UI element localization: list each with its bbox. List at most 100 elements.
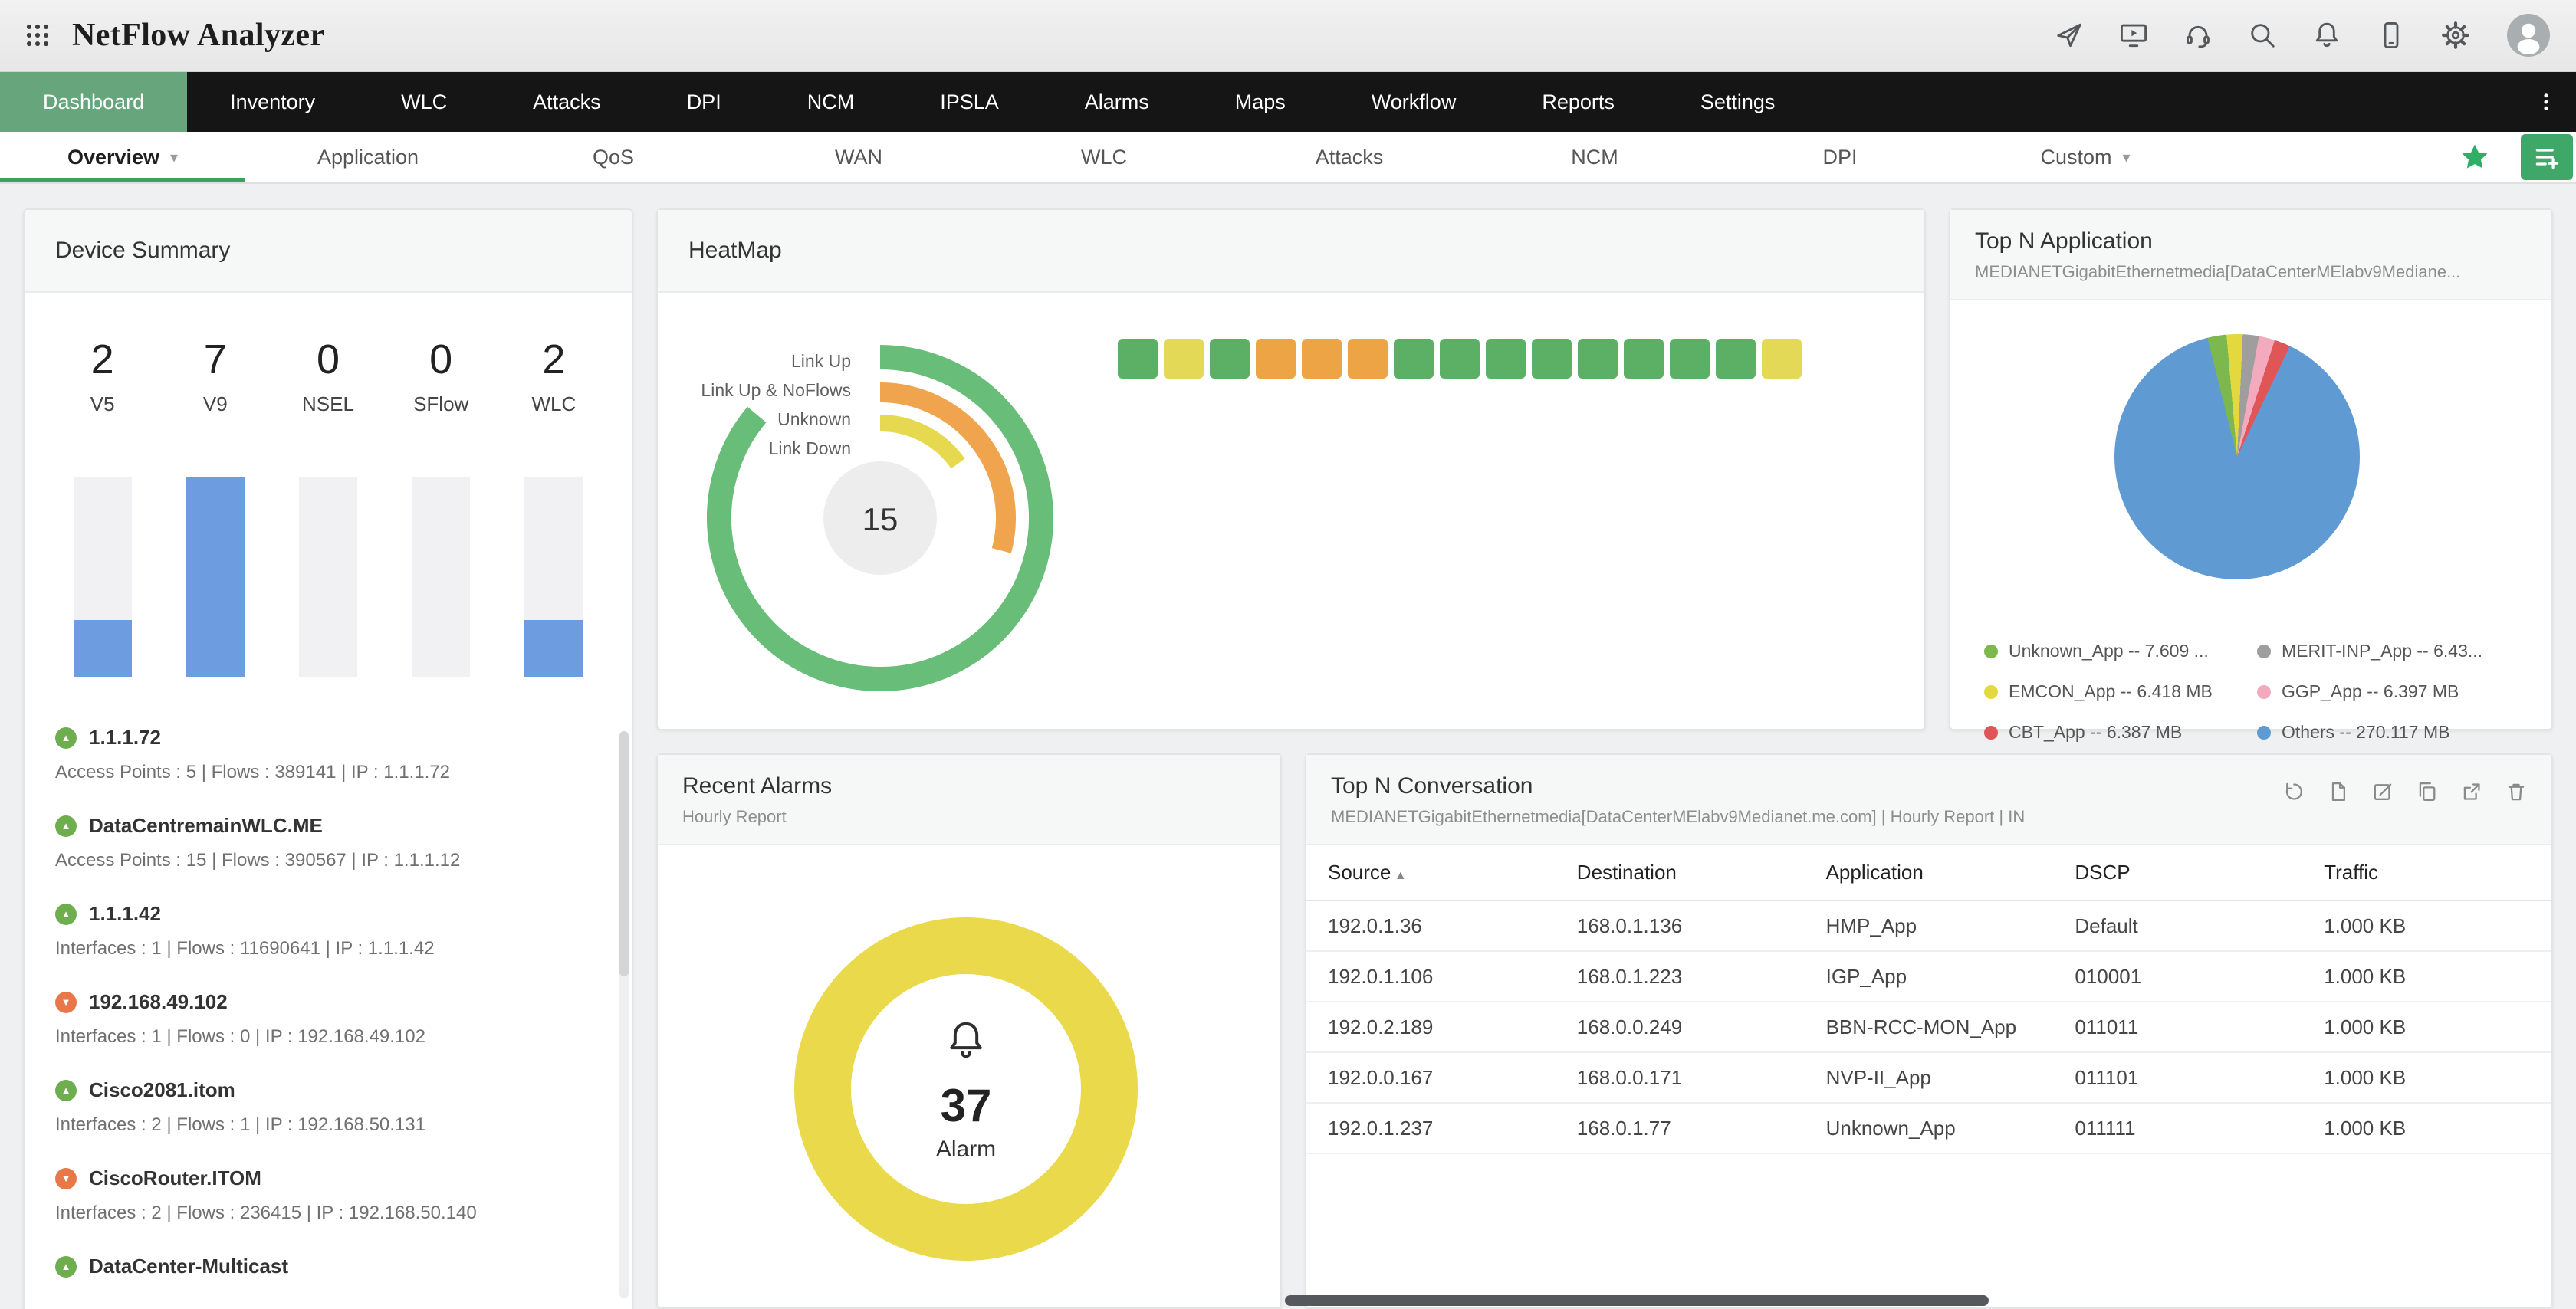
- nav-tab-reports[interactable]: Reports: [1542, 90, 1615, 113]
- device-bar-wlc: [524, 477, 583, 677]
- device-bar-v9: [186, 477, 245, 677]
- alarm-count: 37: [940, 1079, 992, 1131]
- heatmap-cell[interactable]: [1624, 339, 1664, 379]
- device-list-item[interactable]: ▲ 1.1.1.42 Interfaces : 1 | Flows : 116906…: [55, 902, 601, 960]
- top-app-pie[interactable]: [2114, 334, 2360, 579]
- subnav-tab-attacks[interactable]: Attacks: [1227, 132, 1472, 182]
- subnav-tab-dpi[interactable]: DPI: [1717, 132, 1963, 182]
- device-list-item[interactable]: ▲ DataCenter-Multicast: [55, 1255, 601, 1278]
- subnav-tab-wlc[interactable]: WLC: [981, 132, 1227, 182]
- heatmap-cell[interactable]: [1118, 339, 1158, 379]
- heatmap-cell[interactable]: [1440, 339, 1480, 379]
- subnav-tab-wan[interactable]: WAN: [736, 132, 981, 182]
- device-list-item[interactable]: ▼ CiscoRouter.ITOM Interfaces : 2 | Flows …: [55, 1166, 601, 1224]
- column-header-source[interactable]: Source ▲: [1306, 845, 1556, 902]
- user-avatar[interactable]: [2505, 12, 2551, 58]
- subnav-tab-overview[interactable]: Overview ▾: [0, 132, 245, 182]
- device-name: 192.168.49.102: [89, 990, 228, 1013]
- mobile-app-icon[interactable]: [2377, 21, 2406, 50]
- device-list-scrollbar[interactable]: [619, 731, 629, 1298]
- subnav-tab-qos[interactable]: QoS: [491, 132, 736, 182]
- subnav-tab-ncm[interactable]: NCM: [1472, 132, 1717, 182]
- export-icon[interactable]: [2328, 781, 2349, 802]
- alarm-donut[interactable]: 37 Alarm: [794, 917, 1138, 1261]
- device-list-item[interactable]: ▼ 192.168.49.102 Interfaces : 1 | Flows : …: [55, 990, 601, 1048]
- horizontal-scrollbar[interactable]: [1285, 1295, 1989, 1306]
- nav-tab-settings[interactable]: Settings: [1700, 90, 1776, 113]
- conv-thead: Source ▲ Destination Application DSCP Traffi…: [1306, 845, 2551, 902]
- subnav-tab-label: Overview: [67, 145, 160, 169]
- popout-icon[interactable]: [2461, 781, 2482, 802]
- edit-icon[interactable]: [2372, 781, 2394, 802]
- subnav-tab-label: DPI: [1822, 145, 1858, 169]
- nav-tab-ipsla[interactable]: IPSLA: [940, 90, 999, 113]
- apps-grid-icon[interactable]: [25, 22, 51, 48]
- conversation-toolbar: [2283, 781, 2527, 802]
- heatmap-cell[interactable]: [1486, 339, 1526, 379]
- topbar: NetFlow Analyzer: [0, 0, 2576, 72]
- heatmap-cell[interactable]: [1210, 339, 1250, 379]
- nav-tab-dpi[interactable]: DPI: [686, 90, 721, 113]
- device-summary-title: Device Summary: [55, 238, 231, 263]
- demo-icon[interactable]: [2119, 21, 2148, 50]
- subnav-tab-application[interactable]: Application: [245, 132, 491, 182]
- column-header-dscp[interactable]: DSCP: [2053, 845, 2303, 902]
- device-list: ▲ 1.1.1.72 Access Points : 5 | Flows : 389…: [25, 726, 632, 1278]
- nav-tab-maps[interactable]: Maps: [1234, 90, 1286, 113]
- heatmap-title: HeatMap: [688, 238, 782, 263]
- more-menu-icon[interactable]: [2535, 72, 2558, 132]
- heatmap-cell[interactable]: [1762, 339, 1802, 379]
- heatmap-cell[interactable]: [1302, 339, 1342, 379]
- heatmap-cell[interactable]: [1532, 339, 1572, 379]
- favorite-star-icon[interactable]: [2459, 142, 2490, 172]
- legend-label: MERIT-INP_App -- 6.43...: [2282, 641, 2483, 661]
- legend-dot: [1984, 684, 1998, 699]
- device-stat-value: 2: [90, 336, 114, 382]
- conversation-row[interactable]: 192.0.0.167 168.0.0.171 NVP-II_App 011101 1.…: [1306, 1052, 2551, 1104]
- notifications-icon[interactable]: [2312, 21, 2341, 50]
- heatmap-cell[interactable]: [1578, 339, 1618, 379]
- column-header-application[interactable]: Application: [1804, 845, 2054, 902]
- device-details: Access Points : 15 | Flows : 390567 | IP…: [55, 850, 461, 871]
- column-header-destination[interactable]: Destination: [1555, 845, 1805, 902]
- history-icon[interactable]: [2283, 781, 2305, 802]
- nav-tab-dashboard[interactable]: Dashboard: [0, 72, 188, 132]
- nav-tab-inventory[interactable]: Inventory: [230, 90, 316, 113]
- add-dashboard-button[interactable]: [2521, 134, 2573, 180]
- nav-tab-wlc[interactable]: WLC: [401, 90, 448, 113]
- chevron-down-icon: ▾: [2122, 149, 2131, 166]
- settings-icon[interactable]: [2441, 21, 2470, 50]
- device-list-item[interactable]: ▲ 1.1.1.72 Access Points : 5 | Flows : 389…: [55, 726, 601, 783]
- conversation-cell: Unknown_App: [1804, 1103, 2054, 1155]
- conversation-cell: 168.0.1.77: [1555, 1103, 1805, 1155]
- conversation-row[interactable]: 192.0.2.189 168.0.0.249 BBN-RCC-MON_App 011…: [1306, 1002, 2551, 1054]
- delete-icon[interactable]: [2505, 781, 2527, 802]
- nav-tab-alarms[interactable]: Alarms: [1084, 90, 1149, 113]
- subnav-tab-custom[interactable]: Custom ▾: [1963, 132, 2208, 182]
- conversation-header-row: Source ▲ Destination Application DSCP Traffi…: [1306, 845, 2551, 902]
- device-list-scrollbar-thumb[interactable]: [619, 731, 629, 976]
- heatmap-cell[interactable]: [1256, 339, 1296, 379]
- search-icon[interactable]: [2248, 21, 2277, 50]
- heatmap-cell[interactable]: [1670, 339, 1710, 379]
- conversation-row[interactable]: 192.0.1.106 168.0.1.223 IGP_App 010001 1.000…: [1306, 951, 2551, 1003]
- heatmap-cell[interactable]: [1164, 339, 1204, 379]
- nav-tab-attacks[interactable]: Attacks: [533, 90, 601, 113]
- subnav-tab-label: Application: [317, 145, 419, 169]
- conversation-row[interactable]: 192.0.1.237 168.0.1.77 Unknown_App 011111 1.…: [1306, 1103, 2551, 1155]
- recent-alarms-subtitle: Hourly Report: [682, 807, 787, 827]
- conversation-row[interactable]: 192.0.1.36 168.0.1.136 HMP_App Default 1.000…: [1306, 901, 2551, 953]
- device-list-item[interactable]: ▲ Cisco2081.itom Interfaces : 2 | Flows : …: [55, 1078, 601, 1136]
- support-icon[interactable]: [2183, 21, 2213, 50]
- whats-new-icon[interactable]: [2055, 21, 2084, 50]
- legend-item: Others -- 270.117 MB: [2257, 722, 2482, 743]
- column-header-traffic[interactable]: Traffic: [2302, 845, 2551, 902]
- nav-tab-ncm[interactable]: NCM: [807, 90, 855, 113]
- heatmap-cell[interactable]: [1716, 339, 1756, 379]
- heatmap-cell[interactable]: [1348, 339, 1388, 379]
- nav-tab-workflow[interactable]: Workflow: [1371, 90, 1457, 113]
- copy-icon[interactable]: [2417, 781, 2438, 802]
- gauge-label-3: Link Down: [768, 438, 851, 458]
- heatmap-cell[interactable]: [1394, 339, 1434, 379]
- device-list-item[interactable]: ▲ DataCentremainWLC.ME Access Points : 15 …: [55, 814, 601, 871]
